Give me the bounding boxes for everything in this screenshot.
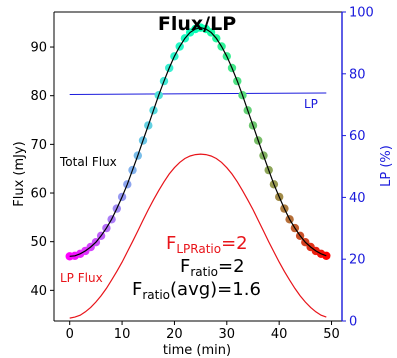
lp-flux-line [69, 153, 327, 319]
lp-label: LP [304, 97, 318, 111]
y-left-tick-label: 60 [30, 187, 47, 202]
y-right-tick-label: 0 [349, 315, 357, 330]
f-lpratio-value: =2 [221, 233, 248, 254]
total-flux-fit-line [69, 26, 327, 257]
x-tick-label: 20 [166, 327, 183, 342]
y-left-tick-label: 80 [30, 89, 47, 104]
y-right-tick-label: 60 [349, 129, 366, 144]
f-ratio-avg-main: F [132, 279, 142, 300]
x-tick-label: 50 [323, 327, 340, 342]
y-left-tick-label: 70 [30, 138, 47, 153]
y-right-tick-label: 100 [349, 6, 374, 21]
plot-frame [53, 11, 343, 322]
y-axis-right-label: LP (%) [379, 145, 394, 187]
lp-line [69, 92, 327, 95]
lp-flux-label: LP Flux [60, 271, 103, 285]
f-lpratio-main: F [166, 233, 176, 254]
y-right-tick-label: 20 [349, 253, 366, 268]
f-ratio-value: =2 [218, 256, 245, 277]
x-tick-label: 0 [66, 327, 74, 342]
y-left-tick-label: 40 [30, 284, 47, 299]
chart-title: Flux/LP [158, 13, 236, 35]
x-axis-label: time (min) [163, 343, 231, 358]
total-flux-points [65, 23, 331, 261]
x-tick-label: 10 [114, 327, 131, 342]
f-lpratio-sub: LPRatio [176, 242, 221, 256]
x-tick-label: 30 [219, 327, 236, 342]
lp-series [69, 92, 327, 95]
total-flux-label: Total Flux [59, 155, 117, 169]
f-ratio-avg-annotation: Fratio(avg)=1.6 [132, 279, 261, 302]
f-ratio-avg-sub: ratio [142, 288, 170, 302]
axis-ticks: 0 10 20 30 40 50 40 50 60 70 80 90 0 20 40 60 80 100 [30, 6, 373, 343]
f-ratio-sub: ratio [190, 265, 218, 279]
f-ratio-avg-value: (avg)=1.6 [170, 279, 261, 300]
y-right-tick-label: 40 [349, 191, 366, 206]
f-ratio-main: F [180, 256, 190, 277]
f-lpratio-annotation: FLPRatio=2 [166, 233, 248, 256]
total-flux-fit [69, 26, 327, 257]
lp-flux-series [69, 153, 327, 319]
y-left-tick-label: 90 [30, 41, 47, 56]
y-left-tick-label: 50 [30, 235, 47, 250]
y-axis-left-label: Flux (mJy) [12, 141, 27, 207]
x-tick-label: 40 [271, 327, 288, 342]
f-ratio-annotation: Fratio=2 [180, 256, 245, 279]
y-right-tick-label: 80 [349, 67, 366, 82]
